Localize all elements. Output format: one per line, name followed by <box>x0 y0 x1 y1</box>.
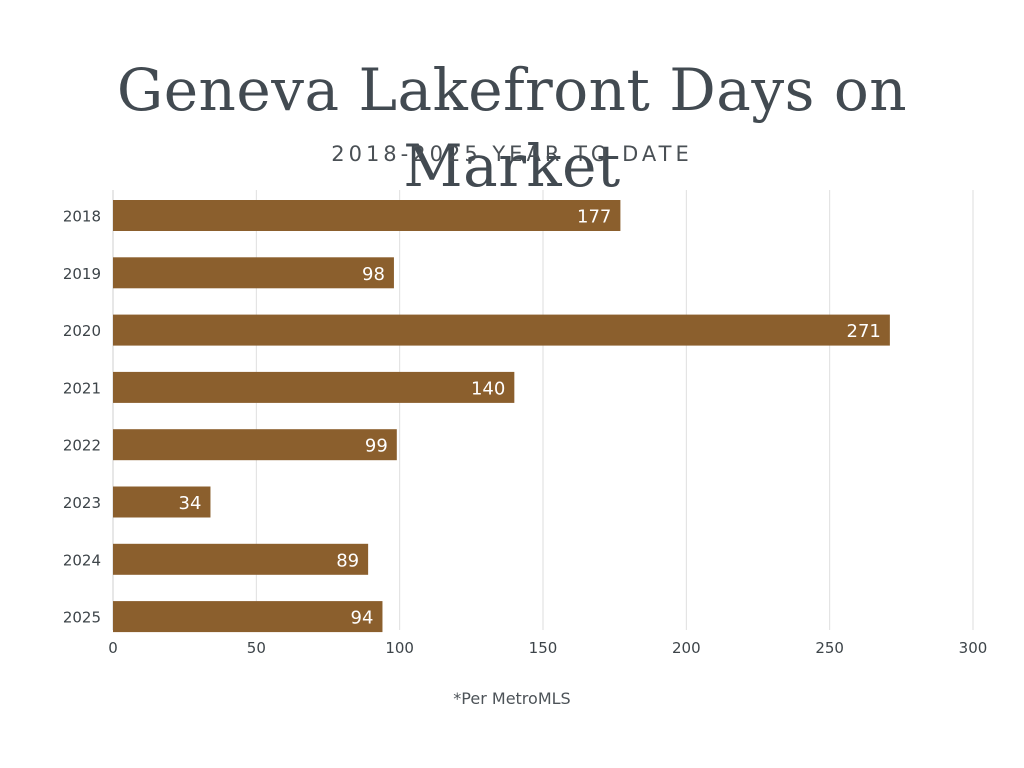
bar-value-label: 140 <box>471 378 505 399</box>
x-tick-labels: 0 50 100 150 200 250 300 <box>108 639 987 657</box>
y-tick-label: 2022 <box>63 437 101 455</box>
bars <box>113 200 890 633</box>
y-tick-label: 2018 <box>63 208 101 226</box>
y-tick-label: 2023 <box>63 494 101 512</box>
y-tick-label: 2025 <box>63 609 101 627</box>
x-tick-label: 0 <box>108 639 118 657</box>
x-tick-label: 300 <box>959 639 988 657</box>
data-labels: 177 98 271 140 99 34 89 94 <box>179 207 881 629</box>
x-tick-label: 200 <box>672 639 701 657</box>
x-tick-label: 150 <box>529 639 558 657</box>
bar-value-label: 89 <box>336 550 359 571</box>
chart-title: Geneva Lakefront Days on Market <box>116 56 908 200</box>
source-footnote: *Per MetroMLS <box>453 689 571 708</box>
bar <box>113 429 397 461</box>
bar <box>113 314 890 346</box>
bar-value-label: 99 <box>365 436 388 457</box>
y-tick-label: 2020 <box>63 322 101 340</box>
y-tick-label: 2024 <box>63 551 101 569</box>
bar <box>113 371 515 403</box>
x-tick-label: 250 <box>815 639 844 657</box>
y-tick-label: 2019 <box>63 265 101 283</box>
bar-value-label: 271 <box>847 321 881 342</box>
y-tick-labels: 2018 2019 2020 2021 2022 2023 2024 2025 <box>63 208 101 627</box>
bar-value-label: 98 <box>362 264 385 285</box>
x-tick-label: 100 <box>385 639 414 657</box>
bar-value-label: 177 <box>577 207 611 228</box>
bar <box>113 601 383 633</box>
bar <box>113 200 621 231</box>
x-tick-label: 50 <box>247 639 266 657</box>
bar <box>113 257 394 289</box>
bar <box>113 543 369 575</box>
bar <box>113 486 211 518</box>
y-tick-label: 2021 <box>63 379 101 397</box>
chart-subtitle: 2018-2025 YEAR TO DATE <box>331 142 693 166</box>
bar-value-label: 94 <box>351 608 374 629</box>
bar-value-label: 34 <box>179 493 202 514</box>
